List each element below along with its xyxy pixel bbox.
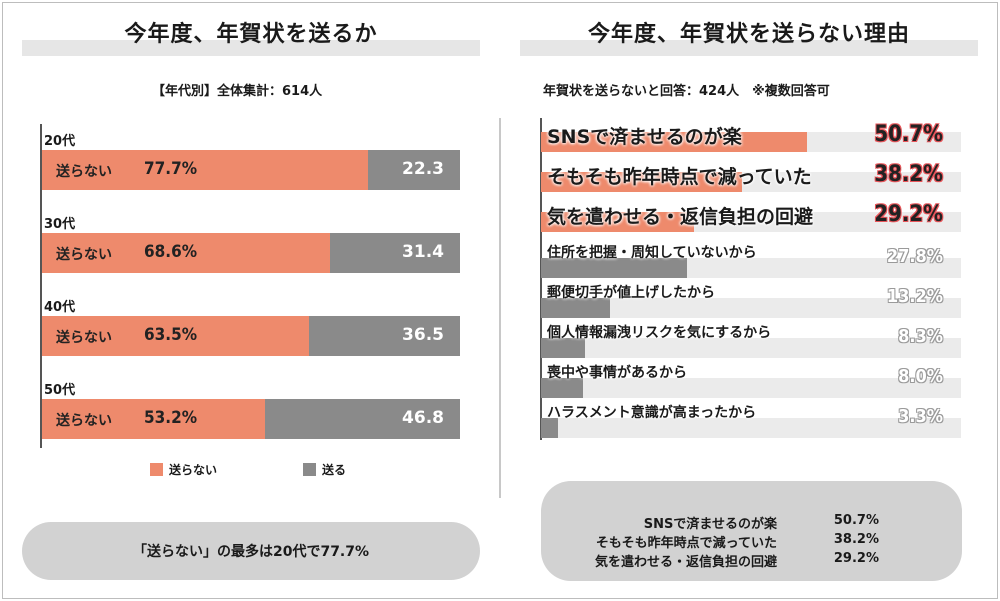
reason-label: 住所を把握・周知していないから [547, 245, 757, 261]
reason-bar [541, 298, 611, 318]
age-bar-3: 送らない 63.5% 36.5 [40, 316, 460, 356]
not-send-label: 送らない [56, 413, 112, 429]
reason-label: 喪中や事情があるから [547, 365, 687, 381]
reasons-axis-line [540, 118, 542, 440]
not-send-value: 68.6% [144, 242, 198, 262]
age-bar-2: 送らない 68.6% 31.4 [40, 233, 460, 273]
left-title-band [22, 40, 480, 56]
reason-label: SNSで済ませるのが楽 [547, 126, 742, 148]
reason-bar [541, 258, 687, 278]
send-value: 22.3 [402, 159, 444, 179]
reason-value: 8.3% [898, 326, 943, 347]
reason-bar [541, 338, 585, 358]
reason-value: 38.2% [874, 162, 943, 187]
summary-list: SNSで済ませるのが楽 50.7% そもそも昨年時点で減っていた 38.2% 気を遣わせ… [541, 513, 962, 570]
right-callout: SNSで済ませるのが楽 50.7% そもそも昨年時点で減っていた 38.2% 気を遣わせ… [541, 481, 962, 581]
summary-row-1: SNSで済ませるのが楽 50.7% [541, 513, 962, 532]
reason-value: 13.2% [886, 286, 943, 307]
reason-label: 気を遣わせる・返信負担の回避 [547, 206, 814, 228]
summary-value: 38.2% [833, 531, 879, 547]
legend-label-send: 送る [322, 463, 347, 477]
reason-label: そもそも昨年時点で減っていた [547, 166, 812, 188]
reason-row-6: 個人情報漏洩リスクを気にするから 8.3% [541, 320, 961, 360]
right-title-band [520, 40, 978, 56]
not-send-value: 53.2% [144, 408, 198, 428]
not-send-segment [42, 150, 369, 190]
right-title: 今年度、年賀状を送らない理由 [587, 22, 910, 47]
reason-bar [541, 212, 695, 232]
summary-row-2: そもそも昨年時点で減っていた 38.2% [541, 532, 962, 551]
legend-swatch-send [303, 463, 316, 476]
send-value: 46.8 [402, 408, 444, 428]
reason-row-1: SNSで済ませるのが楽 50.7% [541, 120, 961, 160]
reason-label: 郵便切手が値上げしたから [547, 285, 715, 301]
reason-row-5: 郵便切手が値上げしたから 13.2% [541, 280, 961, 320]
not-send-segment [42, 316, 309, 356]
age-label-3: 40代 [44, 300, 76, 315]
legend-label-not-send: 送らない [169, 463, 218, 477]
summary-name: 気を遣わせる・返信負担の回避 [594, 554, 777, 570]
not-send-segment [42, 233, 331, 273]
reason-value: 29.2% [874, 202, 943, 227]
send-value: 31.4 [402, 242, 444, 262]
left-callout: 「送らない」の最多は20代で77.7% [22, 522, 480, 580]
summary-name: そもそも昨年時点で減っていた [595, 535, 777, 551]
reason-row-2: そもそも昨年時点で減っていた 38.2% [541, 160, 961, 200]
left-subtitle: 【年代別】全体集計：614人 [152, 84, 323, 99]
not-send-label: 送らない [56, 330, 112, 346]
summary-value: 29.2% [833, 550, 879, 566]
reason-track [541, 338, 961, 358]
reason-track [541, 418, 961, 438]
reason-track [541, 298, 961, 318]
age-bar-4: 送らない 53.2% 46.8 [40, 399, 460, 439]
summary-row-3: 気を遣わせる・返信負担の回避 29.2% [541, 551, 962, 570]
reason-label: 個人情報漏洩リスクを気にするから [547, 325, 772, 341]
send-value: 36.5 [402, 325, 444, 345]
not-send-value: 63.5% [144, 325, 198, 345]
reason-row-4: 住所を把握・周知していないから 27.8% [541, 240, 961, 280]
legend-not-send: 送らない [150, 461, 217, 478]
legend-swatch-not-send [150, 463, 163, 476]
left-title: 今年度、年賀状を送るか [124, 22, 378, 47]
reason-bar [541, 172, 742, 192]
not-send-segment [42, 399, 266, 439]
reason-value: 3.3% [898, 406, 943, 427]
panel-divider [499, 118, 501, 498]
legend-send: 送る [303, 461, 346, 478]
reason-value: 8.0% [898, 366, 943, 387]
age-axis-line [40, 124, 42, 448]
age-label-1: 20代 [44, 134, 76, 149]
reason-value: 27.8% [886, 246, 943, 267]
not-send-value: 77.7% [144, 159, 198, 179]
reason-label: ハラスメント意識が高まったから [547, 405, 757, 421]
reason-row-7: 喪中や事情があるから 8.0% [541, 360, 961, 400]
reason-row-3: 気を遣わせる・返信負担の回避 29.2% [541, 200, 961, 240]
reason-value: 50.7% [874, 122, 943, 147]
summary-name: SNSで済ませるのが楽 [643, 516, 777, 532]
reason-bar [541, 132, 808, 152]
left-callout-text: 「送らない」の最多は20代で77.7% [132, 544, 370, 560]
not-send-label: 送らない [56, 247, 112, 263]
summary-value: 50.7% [833, 512, 879, 528]
reason-row-8: ハラスメント意識が高まったから 3.3% [541, 400, 961, 440]
reason-track [541, 378, 961, 398]
reason-bar [541, 378, 583, 398]
not-send-label: 送らない [56, 164, 112, 180]
age-bar-1: 送らない 77.7% 22.3 [40, 150, 460, 190]
age-label-2: 30代 [44, 217, 76, 232]
right-subtitle: 年賀状を送らないと回答：424人 ※複数回答可 [543, 84, 830, 99]
reason-bar [541, 418, 559, 438]
age-label-4: 50代 [44, 383, 76, 398]
